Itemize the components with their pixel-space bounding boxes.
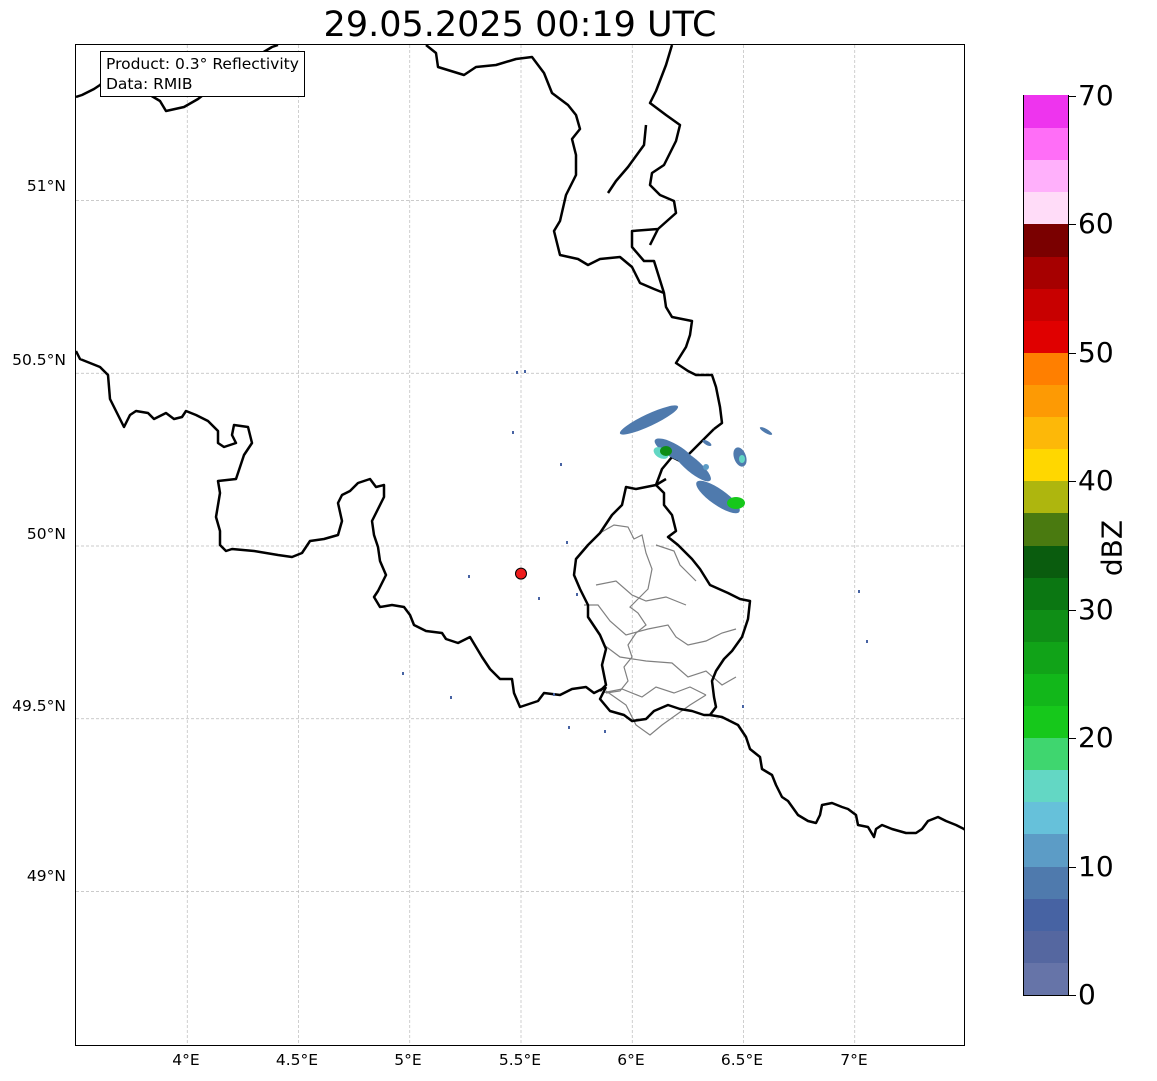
graticule	[76, 45, 964, 1045]
colorbar-tick	[1069, 738, 1076, 740]
lon-label-7: 7°E	[840, 1051, 868, 1069]
colorbar-tick	[1069, 481, 1076, 483]
colorbar	[1023, 95, 1069, 996]
colorbar-segment	[1024, 962, 1068, 995]
echo-speck	[858, 590, 860, 593]
echo-speck	[742, 705, 744, 708]
radar-map[interactable]	[75, 44, 965, 1046]
echo-speck	[866, 640, 868, 643]
echo-cell	[673, 448, 711, 482]
echo-cell	[727, 497, 745, 509]
colorbar-segment	[1024, 898, 1068, 931]
echo-speck	[604, 730, 606, 733]
colorbar-segment	[1024, 544, 1068, 578]
radar-site-marker	[515, 567, 527, 580]
echo-speck	[468, 575, 470, 578]
lon-label-5: 5°E	[394, 1051, 422, 1069]
radar-echoes	[402, 370, 868, 733]
colorbar-segment	[1024, 448, 1068, 482]
lon-label-5-5: 5.5°E	[498, 1051, 542, 1069]
colorbar-segment	[1024, 480, 1068, 514]
colorbar-tick-label: 20	[1078, 721, 1114, 755]
colorbar-segment	[1024, 930, 1068, 963]
colorbar-segment	[1024, 769, 1068, 803]
colorbar-segment	[1024, 801, 1068, 835]
lat-label-49: 49°N	[26, 867, 66, 885]
luxembourg-canton-borders	[584, 524, 737, 736]
colorbar-tick-label: 40	[1078, 464, 1114, 498]
echo-speck	[512, 431, 514, 434]
colorbar-segment	[1024, 737, 1068, 771]
colorbar-tick-label: 60	[1078, 207, 1114, 241]
echo-speck	[576, 593, 578, 596]
colorbar-unit-label: dBZ	[1095, 519, 1129, 577]
colorbar-segment	[1024, 223, 1068, 257]
echo-speck	[553, 693, 555, 696]
lat-label-49-5: 49.5°N	[12, 697, 66, 715]
echo-speck	[516, 371, 518, 374]
lon-label-6-5: 6.5°E	[720, 1051, 764, 1069]
echo-cell	[759, 427, 773, 435]
colorbar-segment	[1024, 191, 1068, 225]
lat-label-51: 51°N	[26, 177, 66, 195]
national-borders	[76, 45, 964, 839]
map-title: 29.05.2025 00:19 UTC	[323, 5, 717, 45]
colorbar-tick-label: 10	[1078, 849, 1114, 883]
colorbar-tick	[1069, 352, 1076, 354]
map-canvas	[76, 45, 964, 1045]
echo-speck	[560, 463, 562, 466]
colorbar-segment	[1024, 577, 1068, 610]
colorbar-segment	[1024, 609, 1068, 642]
lon-label-4-5: 4.5°E	[275, 1051, 319, 1069]
colorbar-tick-label: 30	[1078, 592, 1114, 626]
echo-speck	[538, 597, 540, 600]
colorbar-tick	[1069, 224, 1076, 226]
echo-cell	[703, 464, 709, 470]
colorbar-segment	[1024, 512, 1068, 546]
lon-label-6: 6°E	[617, 1051, 645, 1069]
colorbar-segment	[1024, 705, 1068, 739]
product-label: Product: 0.3° Reflectivity	[106, 55, 299, 73]
echo-speck	[566, 541, 568, 544]
echo-speck	[568, 726, 570, 729]
echo-cell	[619, 405, 679, 435]
lat-label-50-5: 50.5°N	[12, 351, 66, 369]
colorbar-segment	[1024, 384, 1068, 418]
colorbar-tick	[1069, 866, 1076, 868]
colorbar-segment	[1024, 255, 1068, 289]
colorbar-tick	[1069, 96, 1076, 97]
colorbar-segment	[1024, 865, 1068, 899]
echo-speck	[450, 696, 452, 699]
echo-cell	[660, 446, 672, 456]
colorbar-tick	[1069, 609, 1076, 611]
colorbar-segment	[1024, 641, 1068, 674]
colorbar-segment	[1024, 416, 1068, 450]
colorbar-segment	[1024, 352, 1068, 385]
colorbar-segment	[1024, 320, 1068, 353]
colorbar-segment	[1024, 159, 1068, 193]
colorbar-tick-label: 50	[1078, 335, 1114, 369]
lon-label-4: 4°E	[172, 1051, 200, 1069]
data-source-label: Data: RMIB	[106, 75, 193, 93]
colorbar-segment	[1024, 673, 1068, 707]
colorbar-segment	[1024, 833, 1068, 867]
colorbar-tick	[1069, 995, 1076, 996]
colorbar-segment	[1024, 288, 1068, 321]
product-info-box: Product: 0.3° Reflectivity Data: RMIB	[100, 51, 305, 97]
echo-cell	[702, 439, 712, 447]
echo-speck	[524, 370, 526, 373]
colorbar-tick-label: 70	[1078, 79, 1114, 112]
echo-cell	[739, 455, 745, 463]
colorbar-segment	[1024, 127, 1068, 161]
lat-label-50: 50°N	[26, 525, 66, 543]
echo-speck	[402, 672, 404, 675]
colorbar-tick-label: 0	[1078, 978, 1096, 1011]
echo-cell	[696, 480, 740, 514]
colorbar-segment	[1024, 95, 1068, 129]
